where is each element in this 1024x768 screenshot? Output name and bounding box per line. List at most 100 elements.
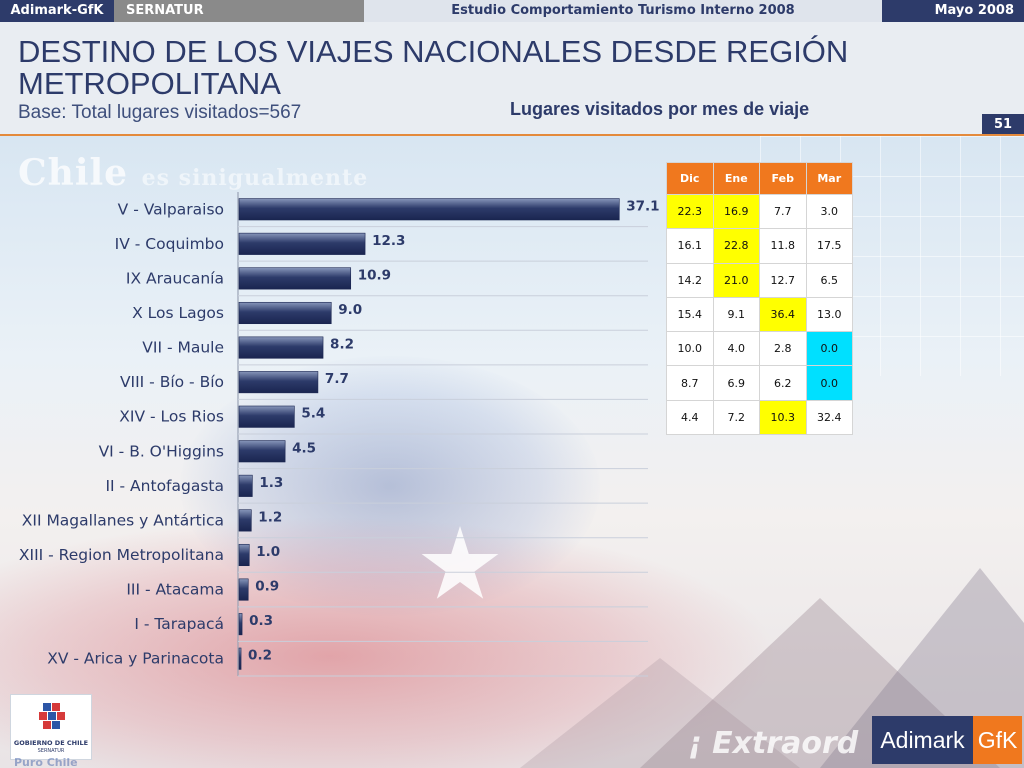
- value-label: 7.7: [325, 371, 349, 387]
- header-divider: [0, 134, 1024, 136]
- table-cell: 4.4: [666, 399, 714, 436]
- value-label: 0.3: [249, 613, 273, 629]
- table-row: 4.4 7.2 10.3 32.4: [666, 399, 853, 436]
- table-cell: 13.0: [805, 296, 853, 333]
- table-cell: 6.5: [805, 262, 853, 298]
- background-slogan-bottom: ¡ Extraord: [688, 726, 859, 761]
- category-label: XV - Arica y Parinacota: [47, 650, 224, 668]
- chile-cube-icon: [39, 703, 65, 729]
- table-cell: 2.8: [759, 331, 807, 367]
- header-dic: Dic: [666, 162, 714, 195]
- bar: [238, 371, 319, 394]
- value-label: 37.1: [626, 198, 659, 214]
- table-row: 15.4 9.1 36.4 13.0: [666, 296, 853, 333]
- category-label: X Los Lagos: [132, 304, 224, 322]
- value-label: 8.2: [330, 337, 354, 353]
- bar-chart: V - Valparaiso 37.1 IV - Coquimbo 12.3 IX Ar…: [19, 192, 660, 677]
- date-label: Mayo 2008: [882, 0, 1024, 22]
- table-cell: 36.4: [759, 296, 807, 333]
- table-cell: 32.4: [805, 399, 853, 436]
- bar: [238, 405, 295, 428]
- top-bar: Adimark-GfK SERNATUR Estudio Comportamie…: [0, 0, 1024, 22]
- category-label: VI - B. O'Higgins: [99, 442, 224, 460]
- table-row: 16.1 22.8 11.8 17.5: [666, 228, 853, 264]
- table-cell: 16.9: [712, 193, 760, 230]
- value-label: 12.3: [372, 233, 405, 249]
- label-layer: V - Valparaiso 37.1 IV - Coquimbo 12.3 IX Ar…: [19, 198, 660, 667]
- category-label: II - Antofagasta: [105, 477, 224, 495]
- background-slogan: Chile es sinigualmente: [18, 152, 368, 194]
- table-cell: 12.7: [759, 262, 807, 298]
- table-cell: 17.5: [805, 228, 853, 264]
- grid-layer: [237, 192, 648, 677]
- table-header-row: Dic Ene Feb Mar: [666, 162, 853, 195]
- value-label: 9.0: [338, 302, 362, 318]
- value-label: 10.9: [358, 267, 391, 283]
- bar-layer: [238, 198, 620, 670]
- table-cell: 9.1: [712, 296, 760, 333]
- table-cell: 0.0: [805, 365, 853, 401]
- category-label: IX Araucanía: [126, 269, 224, 287]
- flag-red-wash: [0, 516, 780, 768]
- gobierno-de-chile-logo: GOBIERNO DE CHILE SERNATUR: [10, 694, 92, 760]
- value-label: 0.2: [248, 648, 272, 664]
- bar: [238, 198, 620, 221]
- table-cell: 15.4: [666, 296, 714, 333]
- category-label: V - Valparaiso: [118, 200, 224, 218]
- slide-title: DESTINO DE LOS VIAJES NACIONALES DESDE R…: [18, 34, 849, 101]
- table-cell: 3.0: [805, 193, 853, 230]
- table-cell: 22.3: [666, 193, 714, 230]
- category-label: III - Atacama: [126, 581, 224, 599]
- category-label: XII Magallanes y Antártica: [22, 511, 224, 529]
- bar: [238, 509, 252, 532]
- table-cell: 16.1: [666, 228, 714, 264]
- category-label: VII - Maule: [142, 339, 224, 357]
- brand-label: Adimark-GfK: [0, 0, 114, 22]
- table-cell: 14.2: [666, 262, 714, 298]
- bar: [238, 543, 250, 567]
- table-cell: 6.2: [759, 365, 807, 401]
- category-label: I - Tarapacá: [134, 615, 224, 633]
- table-cell: 10.3: [759, 399, 807, 436]
- value-label: 5.4: [301, 406, 325, 422]
- table-cell: 7.7: [759, 193, 807, 230]
- table-row: 14.2 21.0 12.7 6.5: [666, 262, 853, 298]
- adimark-gfk-logo: Adimark GfK: [872, 716, 1022, 764]
- table-cell: 22.8: [712, 228, 760, 264]
- value-label: 4.5: [292, 440, 316, 456]
- slide-header: DESTINO DE LOS VIAJES NACIONALES DESDE R…: [0, 22, 1024, 136]
- slide-subtitle: Base: Total lugares visitados=567: [18, 102, 302, 123]
- table-title: Lugares visitados por mes de viaje: [510, 99, 810, 119]
- table-cell: 10.0: [666, 331, 714, 367]
- table-cell: 0.0: [805, 331, 853, 367]
- month-table: Dic Ene Feb Mar 22.3 16.9 7.7 3.0 16.1 2…: [666, 162, 853, 436]
- table-cell: 21.0: [712, 262, 760, 298]
- study-label: Estudio Comportamiento Turismo Interno 2…: [364, 0, 882, 22]
- table-cell: 4.0: [712, 331, 760, 367]
- table-cell: 7.2: [712, 399, 760, 436]
- value-label: 1.0: [256, 544, 280, 560]
- puro-chile-text: Puro Chile: [14, 756, 78, 768]
- table-row: 10.0 4.0 2.8 0.0: [666, 331, 853, 367]
- bar: [238, 613, 243, 636]
- bar: [238, 336, 324, 359]
- gov-logo-text: GOBIERNO DE CHILE: [13, 739, 89, 747]
- table-row: 22.3 16.9 7.7 3.0: [666, 193, 853, 230]
- table-cell: 11.8: [759, 228, 807, 264]
- category-label: IV - Coquimbo: [115, 235, 224, 253]
- bar: [238, 440, 286, 463]
- table-cell: 6.9: [712, 365, 760, 401]
- adimark-logo-text: Adimark: [872, 716, 973, 764]
- header-mar: Mar: [805, 162, 853, 195]
- bar: [238, 474, 253, 497]
- gov-logo-sub: SERNATUR: [37, 748, 65, 754]
- category-label: XIV - Los Rios: [119, 408, 224, 426]
- category-label: XIII - Region Metropolitana: [19, 546, 224, 564]
- bar: [238, 232, 366, 255]
- value-label: 0.9: [255, 579, 279, 595]
- bar: [238, 267, 352, 290]
- page-number: 51: [982, 114, 1024, 136]
- slogan-rest: es sinigualmente: [141, 165, 369, 191]
- bar: [238, 578, 249, 601]
- slogan-main: Chile: [18, 152, 129, 194]
